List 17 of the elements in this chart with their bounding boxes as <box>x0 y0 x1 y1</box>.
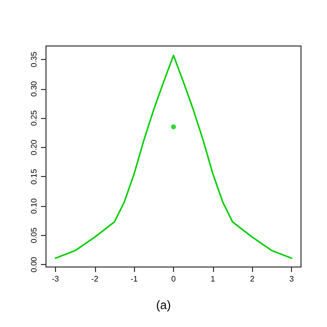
x-tick-label: -3 <box>52 274 60 284</box>
y-tick-label: 0.30 <box>30 80 38 97</box>
y-tick-label: 0.00 <box>30 256 38 272</box>
line-series <box>54 54 292 259</box>
y-tick-label: 0.20 <box>30 139 38 156</box>
x-tick-label: 3 <box>289 274 294 284</box>
x-tick-label: -1 <box>130 274 138 284</box>
x-tick-label: -2 <box>91 274 99 284</box>
y-tick-label: 0.05 <box>30 227 38 244</box>
x-tick-label: 1 <box>210 274 216 284</box>
text: (a) <box>156 298 171 312</box>
x-tick-label: 2 <box>250 274 255 284</box>
y-tick-label: 0.25 <box>30 110 38 126</box>
y-tick-label: 0.35 <box>30 51 38 68</box>
x-tick-label: 0 <box>171 274 176 284</box>
y-tick-label: 0.10 <box>30 198 38 214</box>
y-tick-label: 0.15 <box>30 168 38 185</box>
